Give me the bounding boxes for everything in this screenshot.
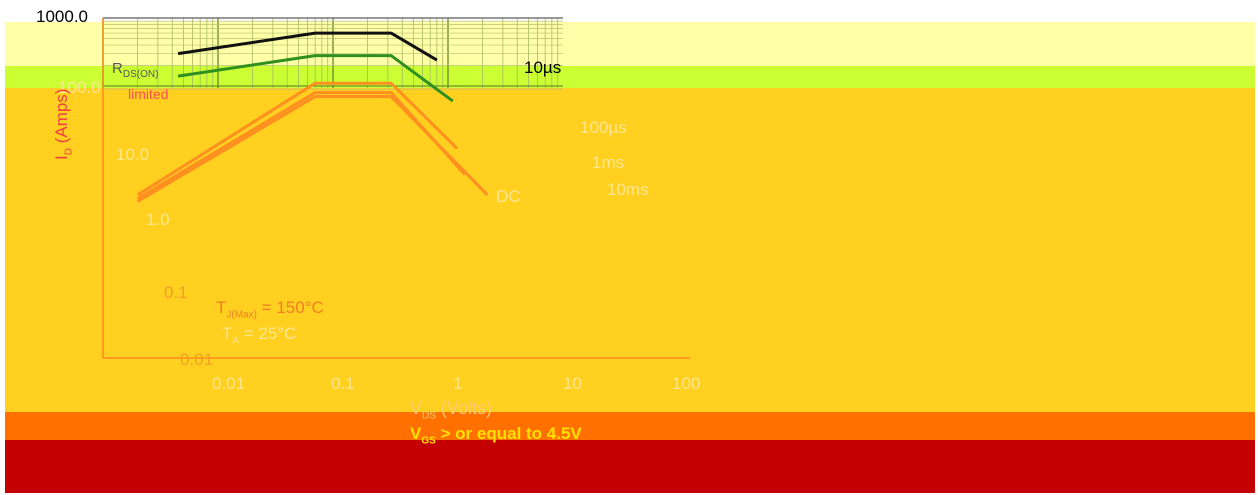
series-line-dc [136,95,489,203]
x-tick-label: 1 [453,374,463,393]
series-label-100us: 100µs [580,118,627,137]
y-tick-label: 100.0 [58,78,101,97]
y-tick-label: 10.0 [116,145,150,164]
band-pale-yellow [5,22,1255,66]
ta-annotation: TA = 25°C [222,324,297,347]
band-orange [5,412,1255,440]
plot-frame [102,17,690,359]
y-tick-label: 0.01 [180,350,214,369]
band-red [5,440,1255,493]
y-tick-label: 1000.0 [36,7,88,26]
series-label-dc: DC [496,187,521,206]
y-tick-label: 1.0 [146,210,170,229]
tj-max-annotation: TJ(Max) = 150°C [216,298,324,321]
grid-lines [102,18,563,90]
rds-limited-annotation: RDS(ON) [112,60,159,80]
x-tick-label: 100 [672,374,701,393]
x-tick-label: 0.1 [331,374,355,393]
series-line-10s [177,31,438,62]
y-tick-label: 0.1 [164,283,188,302]
series-label-1ms: 1ms [592,153,625,172]
x-tick-label: 0.01 [212,374,246,393]
series-line-100s [177,54,454,103]
series-label-10ms: 10ms [607,180,649,199]
chart-subtitle: VGS > or equal to 4.5V [410,424,582,447]
x-tick-label: 10 [563,374,582,393]
rds-limited-text: limited [128,86,169,102]
series-line-1ms [136,81,459,197]
series-lines [136,31,489,203]
series-label-10us: 10µs [524,58,562,77]
x-axis-label: VDS (Volts) [410,398,492,422]
y-axis-label: ID (Amps) [52,88,75,160]
